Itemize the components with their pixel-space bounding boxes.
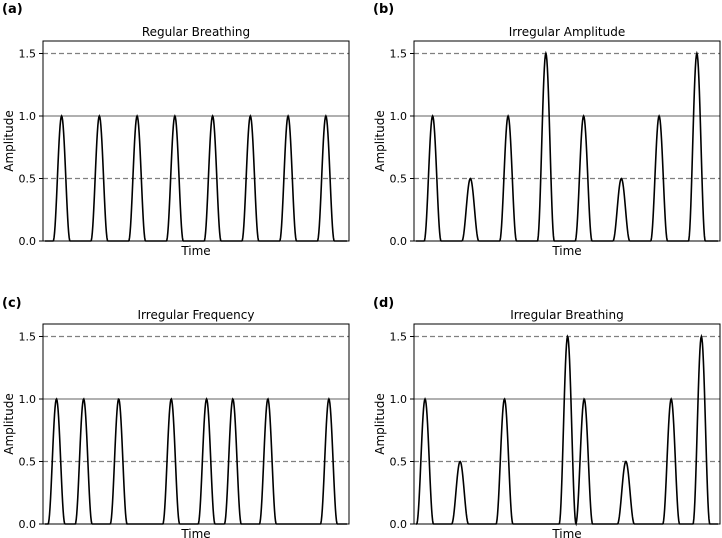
panel-label: (a) <box>2 2 23 17</box>
panel-label: (d) <box>373 296 394 311</box>
y-tick-label: 1.0 <box>19 393 37 406</box>
chart-title: Irregular Amplitude <box>509 25 625 39</box>
x-axis-label: Time <box>551 527 581 538</box>
chart-panel-2: (b) Irregular Amplitude 0.0 0.5 1.0 1.5 Time Am… <box>373 2 721 258</box>
y-tick-label: 0.5 <box>19 173 37 186</box>
y-tick-label: 0.0 <box>390 518 408 531</box>
chart-title: Irregular Breathing <box>510 308 623 322</box>
x-axis-label: Time <box>551 244 581 258</box>
y-axis-label: Amplitude <box>2 110 16 172</box>
y-tick-label: 0.0 <box>390 235 408 248</box>
breathing-signal-line <box>416 50 718 242</box>
plot-frame <box>413 40 721 242</box>
plot-frame <box>413 323 721 525</box>
y-tick-label: 1.5 <box>390 48 408 61</box>
y-tick-label: 1.5 <box>19 48 37 61</box>
chart-panel-4: (d) Irregular Breathing 0.0 0.5 1.0 1.5 Time Am… <box>373 296 721 538</box>
panel-label: (c) <box>2 296 22 311</box>
plot-frame <box>42 323 350 525</box>
y-tick-label: 0.5 <box>19 456 37 469</box>
panel-label: (b) <box>373 2 394 17</box>
y-tick-label: 1.0 <box>19 110 37 123</box>
x-axis-label: Time <box>180 244 210 258</box>
breathing-signal-line <box>415 333 718 527</box>
x-axis-label: Time <box>180 527 210 538</box>
y-tick-label: 0.0 <box>19 518 37 531</box>
y-axis-label: Amplitude <box>373 393 387 455</box>
y-axis-label: Amplitude <box>373 110 387 172</box>
plot-frame <box>42 40 350 242</box>
y-tick-label: 1.0 <box>390 110 408 123</box>
chart-panel-1: (a) Regular Breathing 0.0 0.5 1.0 1.5 Time Ampl… <box>2 2 350 258</box>
chart-title: Regular Breathing <box>142 25 250 39</box>
y-tick-label: 0.0 <box>19 235 37 248</box>
y-tick-label: 1.0 <box>390 393 408 406</box>
y-tick-label: 1.5 <box>19 331 37 344</box>
chart-panel-3: (c) Irregular Frequency 0.0 0.5 1.0 1.5 Time Am… <box>2 296 350 538</box>
chart-title: Irregular Frequency <box>138 308 255 322</box>
y-axis-label: Amplitude <box>2 393 16 455</box>
y-tick-label: 0.5 <box>390 173 408 186</box>
y-tick-label: 0.5 <box>390 456 408 469</box>
y-tick-label: 1.5 <box>390 331 408 344</box>
